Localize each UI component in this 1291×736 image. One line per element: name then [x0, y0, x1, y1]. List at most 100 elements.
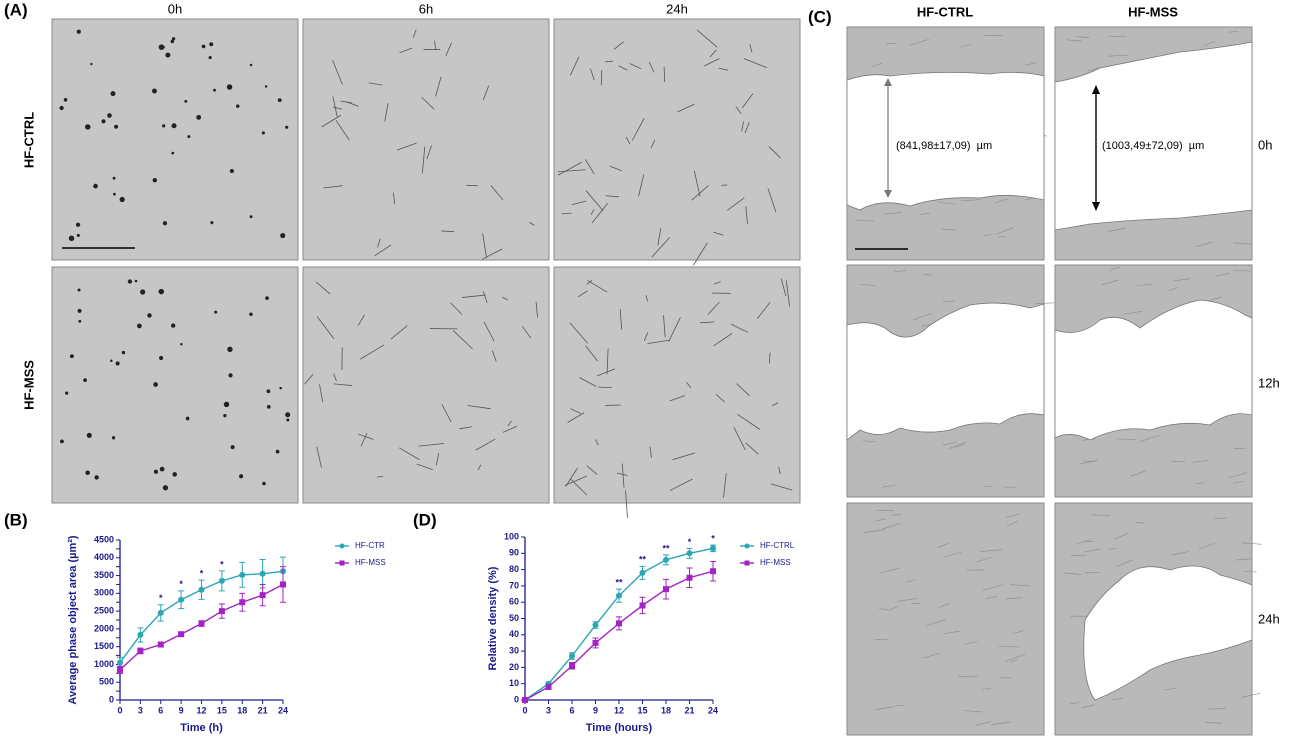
cell: [770, 483, 793, 491]
y-tick-label: 10: [509, 678, 519, 688]
cell: [152, 177, 158, 183]
significance: *: [179, 579, 183, 589]
legend-marker: [744, 560, 750, 566]
texture: [1109, 266, 1120, 271]
texture: [964, 641, 978, 645]
legend-label: HF-MSS: [760, 558, 791, 567]
texture: [1235, 558, 1251, 561]
x-tick-label: 21: [258, 705, 268, 715]
cell: [86, 432, 92, 438]
point: [639, 569, 646, 576]
cell: [113, 192, 116, 196]
texture: [897, 598, 918, 602]
cell: [319, 384, 324, 403]
x-tick-label: 12: [196, 705, 206, 715]
cell: [648, 61, 655, 73]
cell: [767, 188, 777, 213]
texture: [1168, 287, 1178, 291]
y-tick-label: 60: [509, 597, 519, 607]
cell: [316, 446, 322, 468]
cell: [772, 402, 779, 407]
texture: [939, 602, 950, 608]
cell: [482, 85, 490, 101]
cell: [360, 344, 385, 360]
cell: [590, 209, 595, 215]
cell: [185, 416, 190, 421]
texture: [944, 630, 960, 634]
cell: [490, 185, 504, 201]
cell: [450, 302, 463, 315]
x-tick-label: 3: [546, 705, 551, 715]
texture: [909, 38, 930, 46]
point: [686, 574, 693, 581]
cell: [158, 44, 165, 50]
cell: [184, 99, 188, 103]
y-tick-label: 90: [509, 548, 519, 558]
texture: [1066, 39, 1083, 42]
cell: [713, 281, 721, 285]
texture: [976, 721, 991, 726]
cell: [90, 62, 93, 66]
cell: [709, 49, 717, 58]
texture: [1195, 482, 1206, 485]
row-header: HF-CTRL: [21, 112, 36, 168]
point: [663, 586, 669, 593]
cell: [587, 280, 608, 293]
cell: [778, 466, 781, 475]
cell: [140, 289, 146, 295]
cell: [279, 386, 282, 390]
x-tick-label: 9: [593, 705, 598, 715]
texture: [862, 440, 876, 443]
y-tick-label: 4000: [94, 552, 114, 562]
legend-marker: [339, 560, 345, 566]
texture: [1112, 697, 1123, 701]
texture: [954, 443, 965, 448]
cell: [187, 135, 191, 139]
texture: [895, 704, 905, 707]
y-tick-label: 2000: [94, 623, 114, 633]
cell: [421, 96, 435, 110]
texture: [1070, 702, 1080, 704]
texture: [879, 608, 888, 610]
cell: [285, 125, 289, 129]
cell: [60, 439, 64, 444]
cell: [358, 433, 374, 440]
cell: [577, 290, 588, 298]
x-tick-label: 3: [138, 705, 143, 715]
cell: [77, 308, 82, 313]
cell: [677, 103, 695, 113]
texture: [1207, 708, 1227, 710]
texture: [923, 273, 932, 276]
cell: [585, 345, 598, 362]
y-tick-label: 70: [509, 580, 519, 590]
cell: [733, 427, 746, 451]
cell: [264, 85, 268, 88]
cell: [467, 405, 491, 410]
legend-marker: [744, 543, 750, 549]
x-tick-label: 24: [278, 705, 288, 715]
cell: [332, 60, 343, 85]
cell: [609, 165, 622, 172]
texture: [1107, 54, 1128, 57]
point: [137, 631, 144, 638]
point: [639, 602, 646, 609]
y-tick-label: 20: [509, 662, 519, 672]
texture: [1115, 559, 1134, 568]
cell: [571, 200, 587, 206]
texture: [991, 721, 1011, 725]
cell: [715, 394, 725, 403]
cell: [170, 323, 176, 328]
cell: [723, 473, 727, 498]
cell: [249, 312, 253, 316]
cell: [152, 88, 157, 94]
texture: [941, 228, 957, 231]
cell: [275, 449, 280, 454]
texture: [906, 579, 915, 583]
cell: [686, 382, 692, 389]
cell: [333, 106, 343, 110]
cell: [735, 106, 742, 114]
cell: [171, 151, 175, 155]
cell: [669, 395, 686, 402]
cell: [418, 443, 445, 447]
